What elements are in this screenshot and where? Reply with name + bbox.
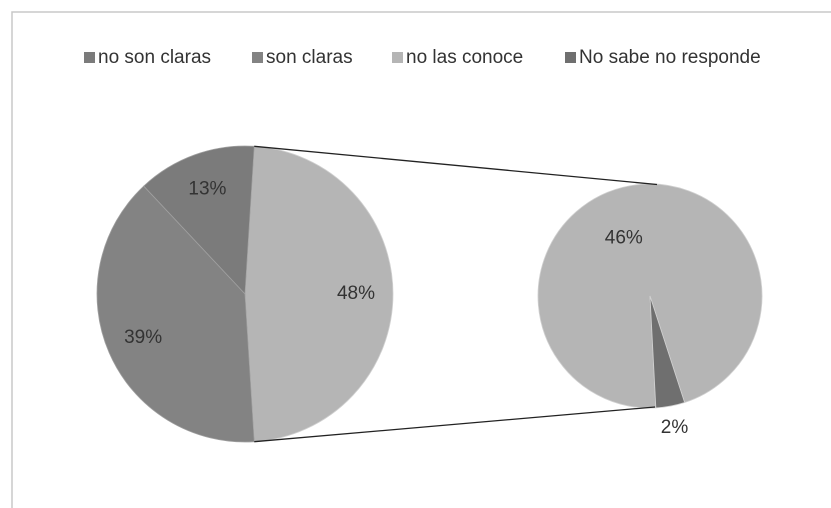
connector-line [254,145,658,186]
legend-label: no las conoce [406,47,523,68]
connector-line [254,406,656,443]
data-label: 48% [337,283,375,304]
pie-slice [649,295,686,409]
data-label: 2% [661,417,689,438]
pie-slice [143,145,255,295]
pie-slice [244,145,394,443]
data-label: 46% [605,227,643,248]
legend-swatch [392,52,403,63]
data-label: 39% [124,327,162,348]
legend-label: no son claras [98,47,211,68]
legend-swatch [84,52,95,63]
legend-label: son claras [266,47,353,68]
chart-frame [11,11,831,508]
legend-label: No sabe no responde [579,47,761,68]
legend-swatch [565,52,576,63]
pie-slice [96,185,255,443]
legend-swatch [252,52,263,63]
data-label: 13% [188,179,226,200]
